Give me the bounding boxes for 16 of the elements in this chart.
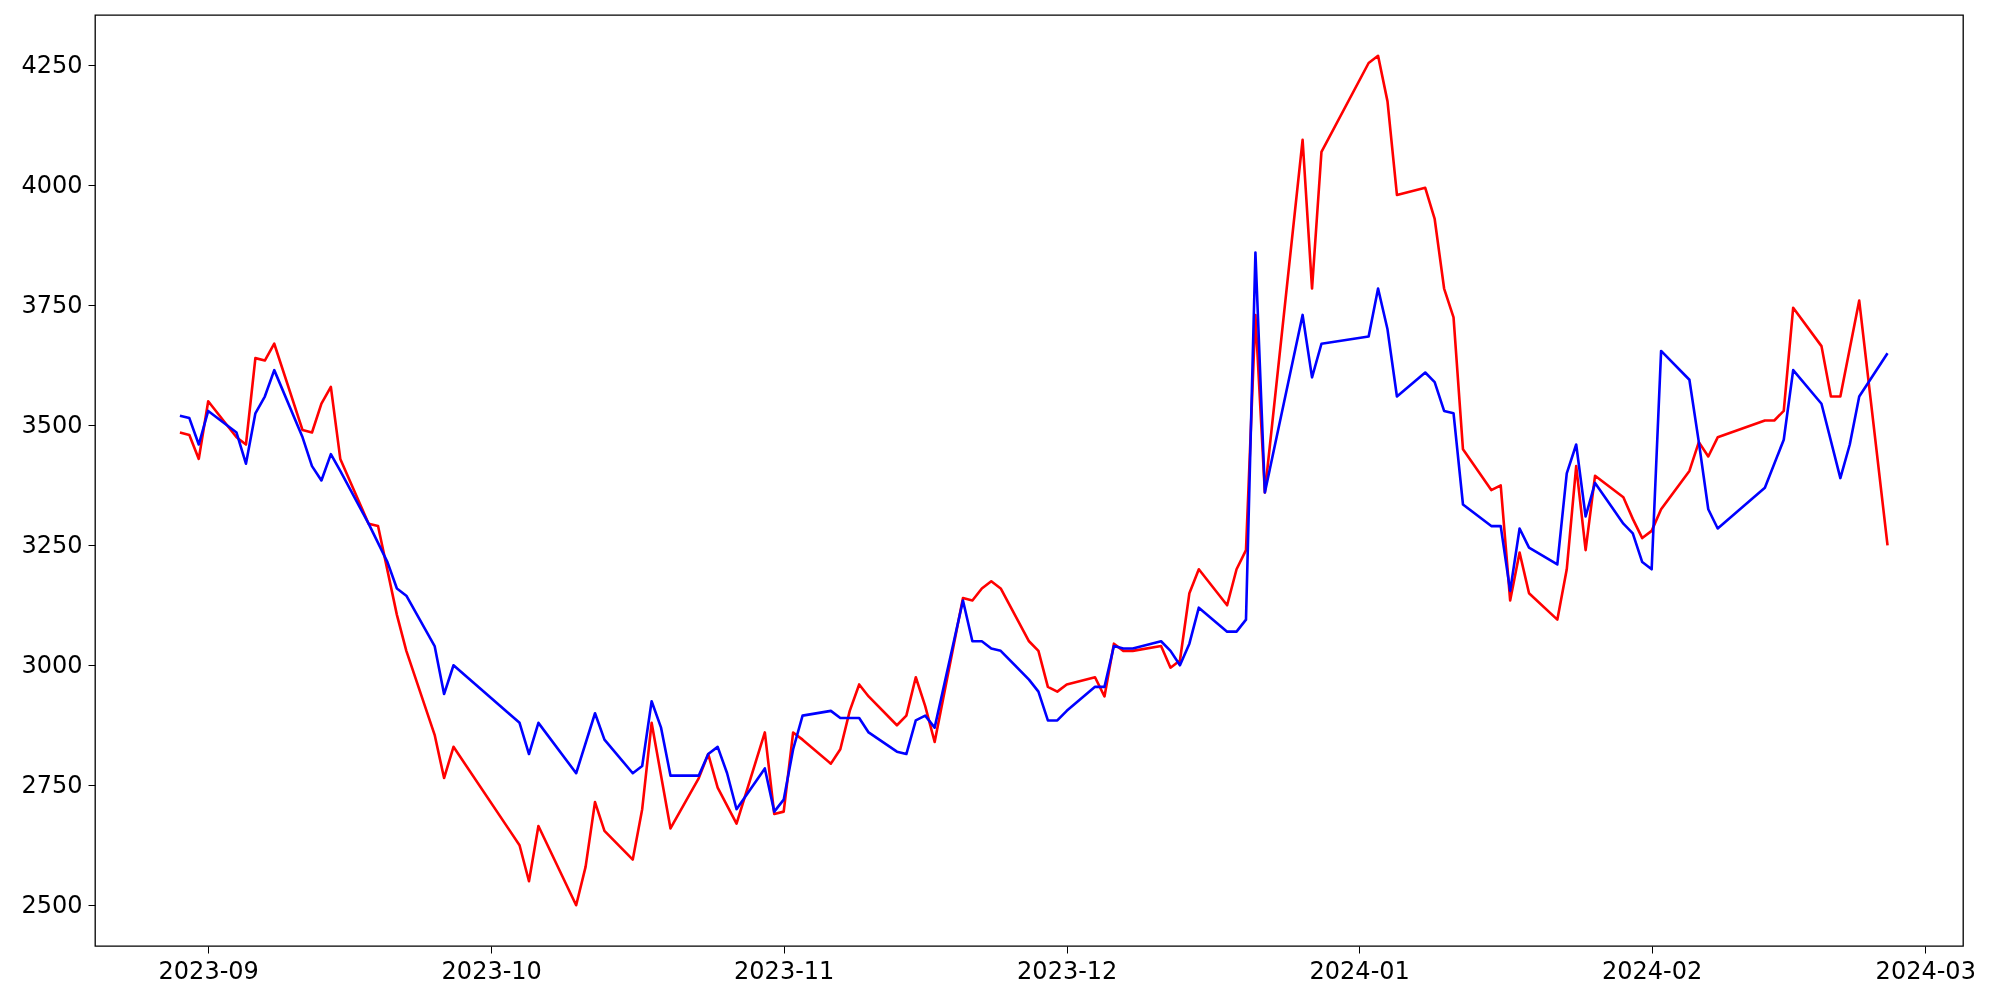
- x-tick-label: 2023-11: [734, 956, 835, 985]
- y-tick-label: 4000: [21, 170, 83, 199]
- x-tick-label: 2023-12: [1017, 956, 1118, 985]
- x-tick-label: 2023-10: [441, 956, 542, 985]
- y-tick-label: 3000: [21, 650, 83, 679]
- y-tick-label: 2750: [21, 770, 83, 799]
- y-tick-label: 4250: [21, 50, 83, 79]
- line-series: [178, 251, 1889, 813]
- y-tick-label: 2500: [21, 890, 83, 919]
- y-tick-label: 3750: [21, 290, 83, 319]
- x-tick-label: 2024-03: [1875, 956, 1976, 985]
- y-tick-label: 3500: [21, 410, 83, 439]
- x-tick-label: 2024-01: [1309, 956, 1410, 985]
- y-tick-label: 3250: [21, 530, 83, 559]
- x-tick-label: 2023-09: [158, 956, 259, 985]
- x-tick-label: 2024-02: [1602, 956, 1703, 985]
